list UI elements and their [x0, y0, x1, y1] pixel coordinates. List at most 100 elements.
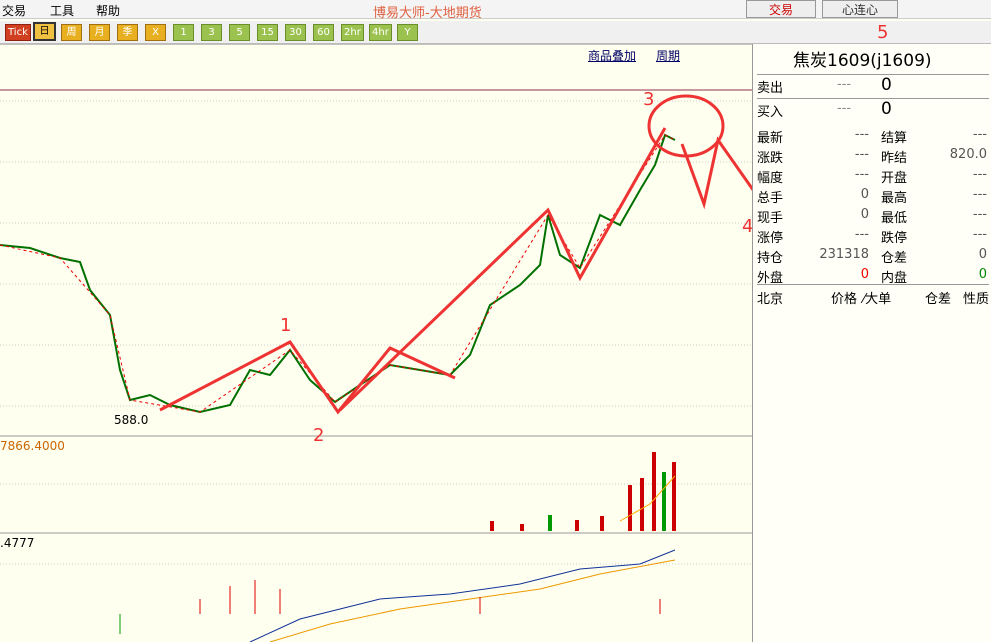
quote-row: 幅度 --- 开盘 --- [757, 166, 989, 186]
quote-label: 最低 [881, 211, 908, 226]
menu-bar: 交易 工具 帮助 博易大师-大地期货 交易 心连心 [0, 0, 991, 21]
volume-bars [490, 452, 676, 531]
xinlianxin-button[interactable]: 心连心 [822, 0, 898, 18]
period-link[interactable]: 周期 [656, 49, 681, 63]
quote-label: 外盘 [757, 271, 784, 286]
low-label: 588.0 [114, 413, 148, 427]
menu-item[interactable]: 帮助 [96, 4, 121, 18]
quote-value: 820.0 [949, 147, 987, 162]
quote-value: 0 [860, 187, 869, 202]
quote-label: 现手 [757, 211, 784, 226]
quote-label: 总手 [757, 191, 784, 206]
quote-row: 涨跌 --- 昨结 820.0 [757, 146, 989, 166]
header: 仓差 [925, 292, 952, 307]
menu-item[interactable]: 工具 [50, 4, 75, 18]
quote-panel: 焦炭1609(j1609) 卖出 --- 0 买入 --- 0 北京 价格 ⁄大… [752, 44, 991, 642]
annotation-arrows [159, 94, 752, 415]
quote-value: --- [972, 207, 987, 222]
header: 价格 [831, 292, 858, 307]
period-button[interactable]: 60 [313, 24, 334, 41]
volume-bar [575, 520, 579, 531]
quote-value: --- [972, 167, 987, 182]
window-title: 博易大师-大地期货 [373, 6, 482, 21]
quote-title: 焦炭1609(j1609) [793, 51, 932, 71]
quote-row: 现手 0 最低 --- [757, 206, 989, 226]
period-button[interactable]: Y [397, 24, 418, 41]
buy-row: 买入 --- 0 [757, 98, 989, 121]
quote-label: 涨跌 [757, 151, 784, 166]
macd-dif [249, 549, 676, 642]
quote-label: 结算 [881, 131, 908, 146]
quote-row: 持仓 231318 仓差 0 [757, 246, 989, 266]
quote-value: --- [854, 227, 869, 242]
quote-label: 昨结 [881, 151, 908, 166]
quote-label: 最高 [881, 191, 908, 206]
volume: 0 [881, 75, 892, 95]
annotations: 1 2 3 4 [280, 89, 752, 446]
period-button[interactable]: 15 [257, 24, 278, 41]
volume: 0 [881, 99, 892, 119]
quote-value: --- [972, 127, 987, 142]
period-button[interactable]: 2hr [341, 24, 364, 41]
period-button[interactable]: 季 [117, 24, 138, 41]
period-button[interactable]: 1 [173, 24, 194, 41]
quote-value: --- [972, 227, 987, 242]
volume-bar [520, 524, 524, 531]
quote-value: 0 [978, 267, 987, 282]
volume-bar [600, 516, 604, 531]
trade-header: 北京 价格 ⁄大单 仓差 性质 [757, 284, 989, 307]
volume-bar [672, 462, 676, 531]
quote-label: 跌停 [881, 231, 908, 246]
price: --- [837, 101, 852, 116]
wave-label: 2 [313, 425, 324, 446]
volume-bar [548, 515, 552, 531]
volume-bar [652, 452, 656, 531]
period-button[interactable]: 3 [201, 24, 222, 41]
volume-label: 7866.4000 [0, 439, 65, 453]
quote-value: 0 [860, 207, 869, 222]
label: 卖出 [757, 81, 784, 96]
quote-value: --- [972, 187, 987, 202]
header: 性质 [963, 292, 990, 307]
header: 北京 [757, 292, 784, 307]
wave-label: 4 [742, 216, 752, 237]
macd-dea [269, 559, 676, 642]
period-button[interactable]: 30 [285, 24, 306, 41]
overlay-link[interactable]: 商品叠加 [588, 49, 637, 63]
wave-label: 5 [877, 22, 889, 43]
arrow [159, 340, 456, 415]
header: ⁄大单 [863, 292, 892, 307]
period-button[interactable]: 4hr [369, 24, 392, 41]
chart-area: 1 2 3 4 588.0 7866.4000 .4777 [0, 44, 752, 642]
price-trace [0, 133, 676, 414]
label: 买入 [757, 105, 784, 120]
highlight-circle [647, 94, 725, 158]
period-button[interactable]: 5 [229, 24, 250, 41]
volume-bar [662, 472, 666, 531]
quote-value: --- [854, 147, 869, 162]
quote-row: 外盘 0 内盘 0 [757, 266, 989, 286]
price-trace-up [0, 134, 676, 413]
menu-item[interactable]: 交易 [2, 4, 27, 18]
period-button[interactable]: 日 [33, 22, 56, 41]
quote-label: 最新 [757, 131, 784, 146]
quote-value: 231318 [819, 247, 869, 262]
period-button[interactable]: 周 [61, 24, 82, 41]
trade-button[interactable]: 交易 [746, 0, 816, 18]
quote-label: 涨停 [757, 231, 784, 246]
period-button[interactable]: Tick [5, 24, 31, 41]
volume-bar [490, 521, 494, 531]
wave-label: 1 [280, 315, 291, 336]
arrow [680, 136, 752, 210]
volume-ma [619, 475, 676, 522]
sell-row: 卖出 --- 0 [757, 74, 989, 97]
quote-value: --- [854, 167, 869, 182]
arrow [338, 127, 667, 412]
volume-bar [628, 485, 632, 531]
period-button[interactable]: 月 [89, 24, 110, 41]
macd-label: .4777 [0, 536, 34, 550]
quote-label: 持仓 [757, 251, 784, 266]
toolbar: Tick 日周月季 X 1 3 5 15 30 60 2hr 4hr Y [0, 21, 991, 44]
quote-label: 开盘 [881, 171, 908, 186]
period-button[interactable]: X [145, 24, 166, 41]
